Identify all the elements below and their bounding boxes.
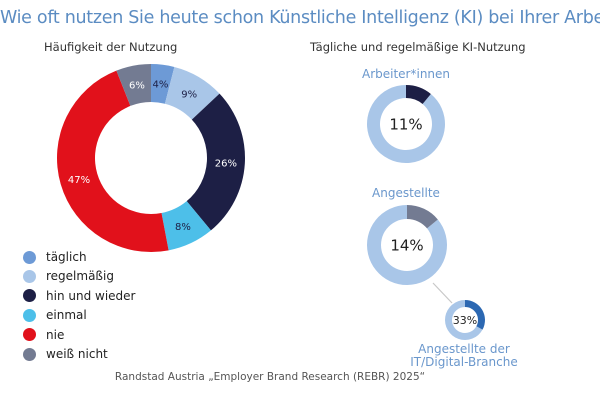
- data-label: 6%: [129, 80, 145, 91]
- legend-item: einmal: [23, 307, 87, 323]
- connector-line: [432, 282, 453, 304]
- data-label: 8%: [175, 222, 191, 233]
- data-label: 26%: [215, 159, 237, 170]
- ring-segment: [406, 85, 431, 104]
- data-label: 47%: [68, 175, 90, 186]
- data-label: 9%: [181, 89, 197, 100]
- legend-swatch: [23, 308, 36, 322]
- donut-slice-einmal: [161, 201, 211, 251]
- legend-swatch: [23, 269, 36, 283]
- donut-slice-nie: [56, 70, 169, 253]
- source-note: Randstad Austria „Employer Brand Researc…: [114, 371, 426, 383]
- ring-rest: [367, 85, 445, 164]
- ring-label-it-line2: IT/Digital-Branche: [410, 355, 518, 369]
- legend-swatch: [23, 250, 36, 264]
- legend-label: weiß nicht: [46, 347, 108, 361]
- donut-slice-weiß-nicht: [116, 64, 151, 106]
- ring-value-label: 33%: [453, 314, 477, 327]
- donut-slice-hin-und-wieder: [186, 93, 245, 231]
- legend-label: einmal: [46, 308, 87, 323]
- legend-swatch: [23, 289, 36, 303]
- legend-swatch: [23, 347, 36, 361]
- legend-label: regelmäßig: [46, 269, 114, 284]
- ring-segment: [465, 300, 485, 330]
- legend-item: weiß nicht: [23, 346, 108, 362]
- donut-slice-regelmäßig: [164, 66, 220, 120]
- ring-segment: [407, 205, 438, 229]
- legend-item: hin und wieder: [23, 288, 135, 304]
- chart-title: Wie oft nutzen Sie heute schon Künstlich…: [0, 8, 600, 28]
- left-chart-subtitle: Häufigkeit der Nutzung: [44, 40, 178, 54]
- legend-label: täglich: [46, 250, 87, 264]
- ring-label-arbeiter: Arbeiter*innen: [361, 67, 451, 81]
- ring-label-it-line1: Angestellte der: [418, 342, 510, 356]
- ring-rest: [367, 205, 448, 286]
- ring-label-it: Angestellte der IT/Digital-Branche: [404, 343, 524, 369]
- ring-label-angestellte: Angestellte: [372, 186, 440, 200]
- legend-label: hin und wieder: [46, 288, 136, 303]
- legend-item: täglich: [23, 249, 87, 265]
- ring-value-label: 14%: [390, 236, 423, 254]
- right-chart-subtitle: Tägliche und regelmäßige KI-Nutzung: [310, 40, 526, 54]
- legend-item: nie: [23, 327, 64, 343]
- legend-label: nie: [46, 327, 65, 342]
- data-label: 4%: [152, 80, 168, 91]
- legend-item: regelmäßig: [23, 268, 114, 284]
- legend-swatch: [23, 328, 36, 342]
- donut-slice-täglich: [151, 64, 175, 104]
- ring-rest: [445, 300, 483, 341]
- ring-value-label: 11%: [389, 115, 422, 133]
